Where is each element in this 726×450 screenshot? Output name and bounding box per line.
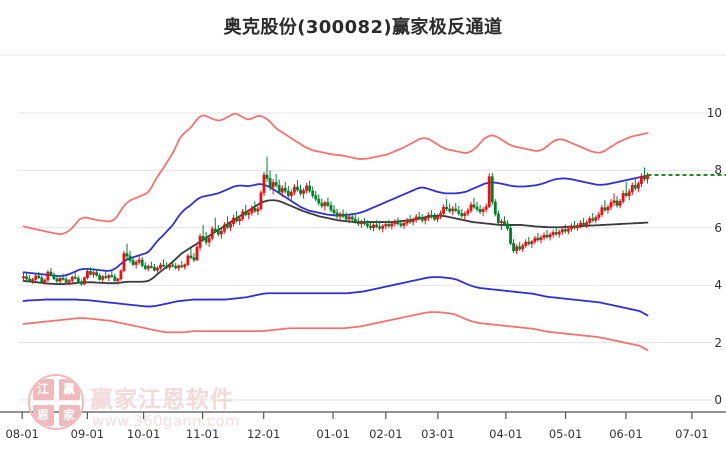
x-tick-label: 07-01 [675,427,709,441]
x-tick-label: 01-01 [316,427,350,441]
y-tick-label: 4 [714,278,722,293]
axis-lines [0,54,726,413]
x-tick-label: 06-01 [609,427,643,441]
x-tick-label: 04-01 [489,427,523,441]
y-tick-label: 6 [714,220,722,235]
y-tick-label: 2 [714,335,722,350]
x-tick-label: 03-01 [421,427,455,441]
y-tick-label: 0 [714,393,722,407]
candlesticks [22,156,649,286]
y-tick-label: 8 [714,163,722,178]
x-tick-label: 09-01 [70,427,105,441]
x-tick-label: 10-01 [126,427,161,441]
band-lines [22,112,649,351]
page-title: 奥克股份(300082)赢家极反通道 [223,17,503,38]
x-tick-label: 05-01 [548,427,583,441]
x-tick-label: 02-01 [369,427,403,441]
x-tick-label: 12-01 [246,427,281,441]
y-tick-label: 10 [706,106,722,120]
gridlines [18,112,712,401]
x-tick-label: 11-01 [185,427,220,441]
x-tick-marks [21,412,693,419]
x-tick-label: 08-01 [5,427,39,441]
